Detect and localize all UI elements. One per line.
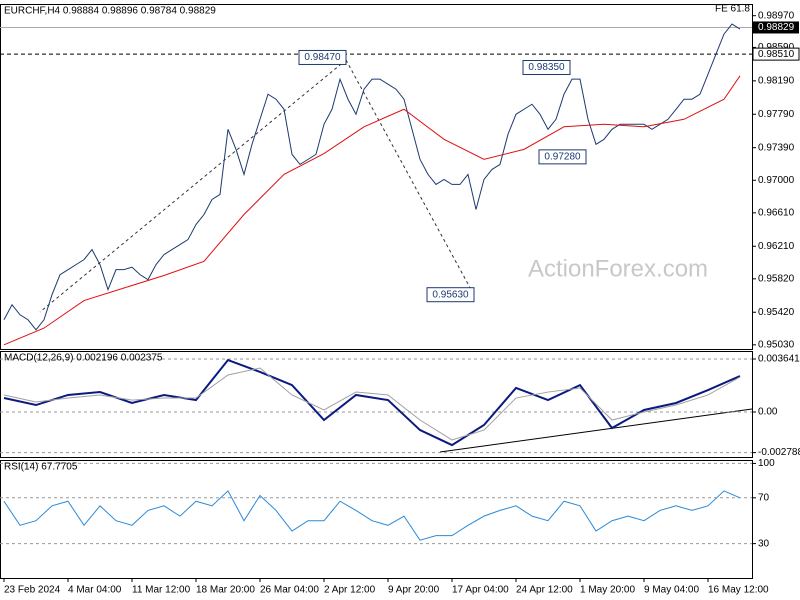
trend-guide <box>345 59 475 296</box>
x-tick-label: 11 Mar 12:00 <box>132 585 191 596</box>
annotation-label: 0.97280 <box>544 152 581 163</box>
x-tick-label: 24 Apr 12:00 <box>516 585 573 596</box>
panel-frame <box>0 351 753 458</box>
annotation-box <box>522 59 571 75</box>
x-tick-label: 9 May 04:00 <box>644 585 699 596</box>
series-line <box>3 367 741 441</box>
panel-title: EURCHF,H4 0.98884 0.98896 0.98784 0.9882… <box>4 6 216 17</box>
trend-guide <box>39 59 347 313</box>
y-tick-label: 100 <box>758 458 775 469</box>
series-line <box>3 490 741 541</box>
series-line <box>3 23 741 331</box>
y-tick-label: 0.95820 <box>758 273 795 284</box>
y-tick-label: 0.96610 <box>758 207 795 218</box>
last-price-box <box>753 21 799 34</box>
series-line <box>3 358 741 447</box>
x-tick-label: 1 May 20:00 <box>580 585 635 596</box>
y-tick-label: 70 <box>758 492 770 503</box>
y-tick-label: 0.003641 <box>758 354 800 365</box>
panel-title: MACD(12,26,9) 0.002196 0.002375 <box>4 353 163 364</box>
x-tick-label: 9 Apr 20:00 <box>388 585 440 596</box>
series-line <box>3 75 741 346</box>
y-tick-label: 30 <box>758 538 770 549</box>
level-label: 0.98510 <box>758 49 795 60</box>
x-tick-label: 16 May 12:00 <box>708 585 769 596</box>
x-tick-label: 17 Apr 04:00 <box>452 585 509 596</box>
y-tick-label: 0.95030 <box>758 339 795 350</box>
y-tick-label: 0.97390 <box>758 142 795 153</box>
y-tick-label: 0.00 <box>758 407 778 418</box>
annotation-label: 0.98470 <box>304 52 341 63</box>
x-tick-label: 18 Mar 20:00 <box>196 585 255 596</box>
last-price-label: 0.98829 <box>758 22 795 33</box>
annotation-box <box>538 149 587 165</box>
panel-frame <box>0 460 753 579</box>
y-tick-label: 0.97000 <box>758 175 795 186</box>
x-tick-label: 23 Feb 2024 <box>4 585 61 596</box>
macd-trendline <box>439 408 753 453</box>
x-tick-label: 26 Mar 04:00 <box>260 585 319 596</box>
x-tick-label: 2 Apr 12:00 <box>324 585 376 596</box>
fe-label: FE 61.8 <box>715 4 750 15</box>
y-tick-label: 0.98590 <box>758 42 795 53</box>
level-box <box>752 47 800 61</box>
panel-title: RSI(14) 67.7705 <box>4 462 78 473</box>
annotation-label: 0.98350 <box>528 62 565 73</box>
x-tick-label: 4 Mar 04:00 <box>68 585 122 596</box>
watermark: ActionForex.com <box>528 255 708 282</box>
y-tick-label: 0.95420 <box>758 307 795 318</box>
y-tick-label: 0.98970 <box>758 10 795 21</box>
y-tick-label: 0.96210 <box>758 241 795 252</box>
y-tick-label: -0.002788 <box>758 447 800 458</box>
annotation-box <box>298 49 347 65</box>
annotation-box <box>426 287 475 303</box>
annotation-label: 0.95630 <box>432 289 469 300</box>
panel-frame <box>0 4 753 350</box>
y-tick-label: 0.97790 <box>758 109 795 120</box>
y-tick-label: 0.98190 <box>758 75 795 86</box>
